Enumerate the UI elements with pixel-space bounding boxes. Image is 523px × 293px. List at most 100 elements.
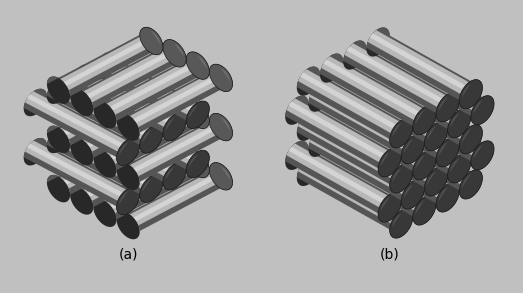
Polygon shape [367,118,482,190]
Polygon shape [151,130,161,143]
Polygon shape [48,79,150,139]
Polygon shape [378,89,494,161]
Polygon shape [84,42,185,102]
Polygon shape [297,67,413,139]
Polygon shape [47,76,163,153]
Polygon shape [297,112,413,184]
Polygon shape [93,150,209,219]
Polygon shape [392,213,401,227]
Polygon shape [320,99,436,171]
Polygon shape [198,154,207,167]
Polygon shape [300,163,396,219]
Polygon shape [60,79,162,139]
Polygon shape [415,200,425,214]
Polygon shape [50,82,146,135]
Polygon shape [93,150,209,227]
Polygon shape [343,86,459,167]
Polygon shape [209,163,233,190]
Polygon shape [323,150,419,206]
Polygon shape [471,141,494,170]
Polygon shape [345,43,446,107]
Polygon shape [60,30,162,90]
Polygon shape [320,54,436,126]
Polygon shape [151,80,161,93]
Polygon shape [320,144,436,225]
Polygon shape [93,52,209,120]
Polygon shape [436,138,459,167]
Polygon shape [427,126,436,140]
Polygon shape [165,117,175,130]
Polygon shape [142,179,151,192]
Polygon shape [140,76,163,104]
Polygon shape [404,184,413,198]
Polygon shape [345,134,446,197]
Polygon shape [140,126,163,153]
Polygon shape [343,131,459,203]
Polygon shape [436,93,459,122]
Polygon shape [380,152,390,166]
Polygon shape [70,113,186,182]
Polygon shape [107,54,208,115]
Polygon shape [297,157,413,229]
Polygon shape [367,28,482,109]
Polygon shape [47,76,163,145]
Polygon shape [140,126,163,153]
Polygon shape [64,131,160,184]
Polygon shape [186,150,209,178]
Polygon shape [47,126,163,194]
Polygon shape [47,76,163,153]
Polygon shape [117,187,140,215]
Polygon shape [332,115,448,187]
Polygon shape [93,101,209,178]
Polygon shape [427,171,436,185]
Polygon shape [189,105,198,118]
Polygon shape [367,28,482,100]
Polygon shape [335,76,431,132]
Polygon shape [358,62,454,119]
Polygon shape [390,119,413,148]
Polygon shape [110,107,206,160]
Polygon shape [163,40,186,67]
Polygon shape [312,134,407,190]
Polygon shape [130,165,231,225]
Polygon shape [355,57,471,138]
Polygon shape [368,30,469,94]
Polygon shape [60,128,162,188]
Polygon shape [390,164,413,193]
Polygon shape [390,209,413,238]
Polygon shape [415,155,425,169]
Polygon shape [209,64,233,92]
Polygon shape [130,116,231,176]
Polygon shape [473,100,482,114]
Polygon shape [309,128,425,209]
Polygon shape [189,154,198,167]
Polygon shape [370,79,465,135]
Polygon shape [175,93,184,106]
Polygon shape [97,107,192,160]
Polygon shape [209,113,233,141]
Polygon shape [117,64,233,133]
Polygon shape [300,72,396,129]
Polygon shape [95,104,196,164]
Polygon shape [84,141,185,201]
Polygon shape [117,163,233,231]
Polygon shape [64,82,160,135]
Polygon shape [309,83,425,155]
Polygon shape [379,91,481,155]
Polygon shape [347,92,442,148]
Polygon shape [70,138,186,206]
Polygon shape [165,166,175,180]
Polygon shape [413,196,436,225]
Polygon shape [93,101,209,169]
Polygon shape [401,180,425,209]
Polygon shape [74,119,169,172]
Polygon shape [110,57,206,110]
Polygon shape [74,70,169,123]
Polygon shape [24,138,140,206]
Polygon shape [47,27,163,96]
Polygon shape [297,67,413,148]
Polygon shape [332,70,448,151]
Polygon shape [97,57,192,110]
Polygon shape [142,130,151,143]
Polygon shape [370,124,465,180]
